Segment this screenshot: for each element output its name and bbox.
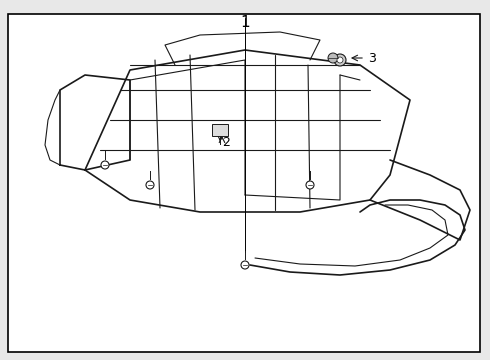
Circle shape	[306, 181, 314, 189]
Text: 3: 3	[368, 51, 376, 64]
Circle shape	[337, 57, 343, 63]
Circle shape	[328, 53, 338, 63]
Bar	[212, 124, 228, 136]
FancyBboxPatch shape	[8, 14, 480, 352]
Text: 2: 2	[222, 135, 230, 149]
Text: 1: 1	[240, 15, 250, 30]
Circle shape	[146, 181, 154, 189]
Circle shape	[101, 161, 109, 169]
Circle shape	[334, 54, 346, 66]
Circle shape	[241, 261, 249, 269]
